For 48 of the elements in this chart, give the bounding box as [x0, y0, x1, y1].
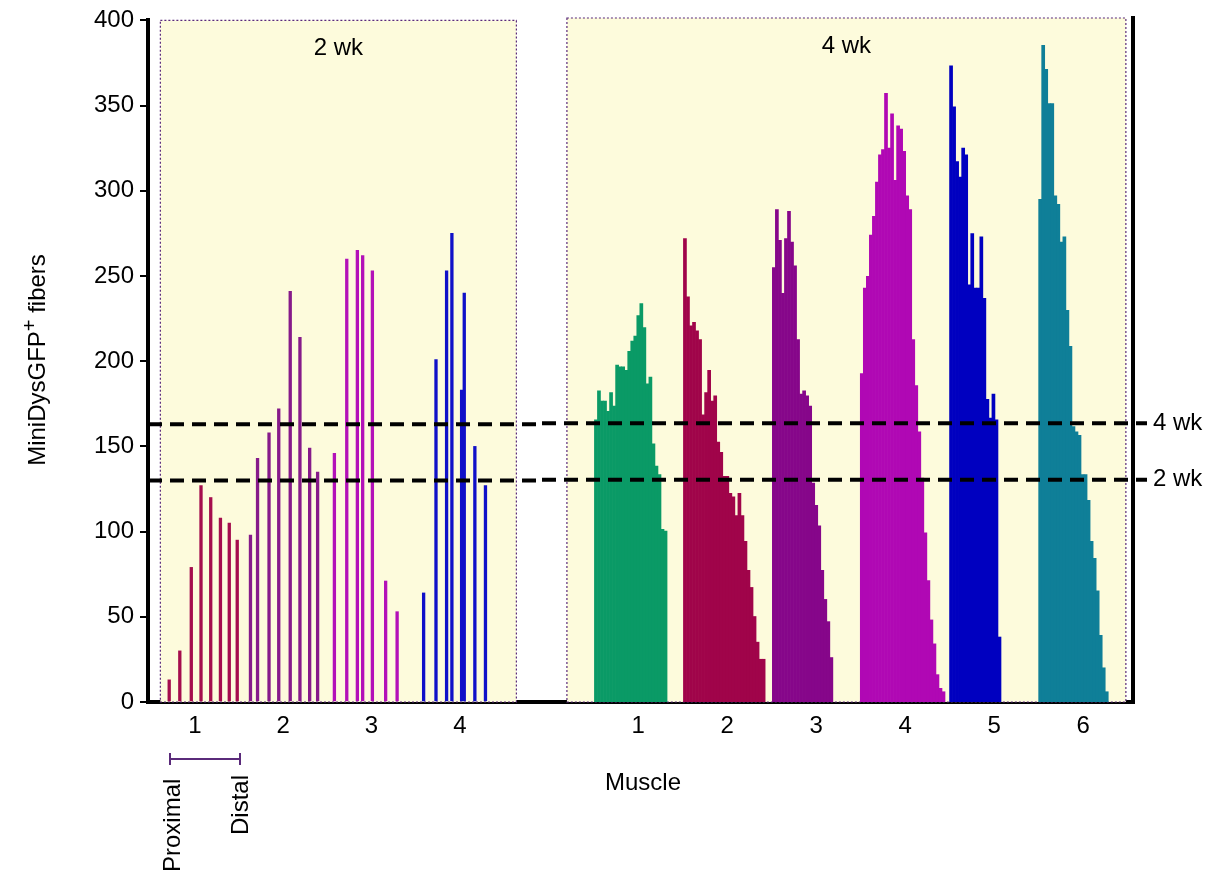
- band-label: 4 wk: [821, 30, 873, 58]
- bar: [979, 236, 984, 702]
- bar: [218, 517, 223, 702]
- x-axis-title: Muscle: [604, 768, 682, 796]
- bar: [209, 497, 213, 702]
- x-tick-label: 5: [987, 711, 1001, 739]
- x-tick-label: 3: [809, 711, 823, 739]
- x-tick-label: 2: [720, 711, 734, 739]
- bar: [395, 611, 399, 702]
- bar: [248, 534, 253, 702]
- text: Distal: [226, 774, 254, 835]
- bar: [421, 592, 426, 702]
- x-tick-label: 1: [188, 711, 202, 739]
- bar: [255, 458, 260, 702]
- band-label: 2 wk: [313, 33, 365, 61]
- x-tick-label: 3: [364, 711, 379, 739]
- bar: [434, 359, 438, 702]
- y-tick-label: 200: [93, 345, 134, 373]
- x-tick-label: 6: [1076, 711, 1090, 739]
- y-tick-label: 400: [93, 5, 134, 33]
- bar: [298, 337, 302, 702]
- bar: [277, 408, 281, 702]
- bar: [235, 539, 239, 702]
- x-tick-label: 4: [453, 711, 467, 739]
- bar: [639, 303, 644, 702]
- y-tick-label: 150: [93, 431, 134, 459]
- y-tick-label: 250: [93, 260, 134, 288]
- bar: [267, 432, 271, 702]
- y-tick-label: 300: [93, 175, 134, 203]
- bar: [189, 567, 193, 702]
- ref-line-label: 2 wk: [1153, 464, 1204, 492]
- bar: [199, 485, 203, 702]
- y-tick-label: 100: [93, 516, 134, 544]
- ref-line-label: 4 wk: [1153, 407, 1204, 435]
- y-tick-label: 50: [107, 601, 134, 629]
- x-tick-label: 2: [276, 711, 290, 739]
- bar: [383, 580, 388, 702]
- bar: [450, 233, 454, 702]
- y-tick-label: 350: [93, 90, 134, 118]
- bar: [315, 471, 320, 702]
- y-tick-label: 0: [120, 686, 134, 714]
- x-tick-label: 4: [898, 711, 912, 739]
- text: Proximal: [158, 778, 186, 872]
- bar: [227, 522, 231, 702]
- bar: [473, 446, 477, 702]
- bar: [483, 485, 488, 702]
- bar: [361, 255, 365, 702]
- x-tick-label: 1: [631, 711, 645, 739]
